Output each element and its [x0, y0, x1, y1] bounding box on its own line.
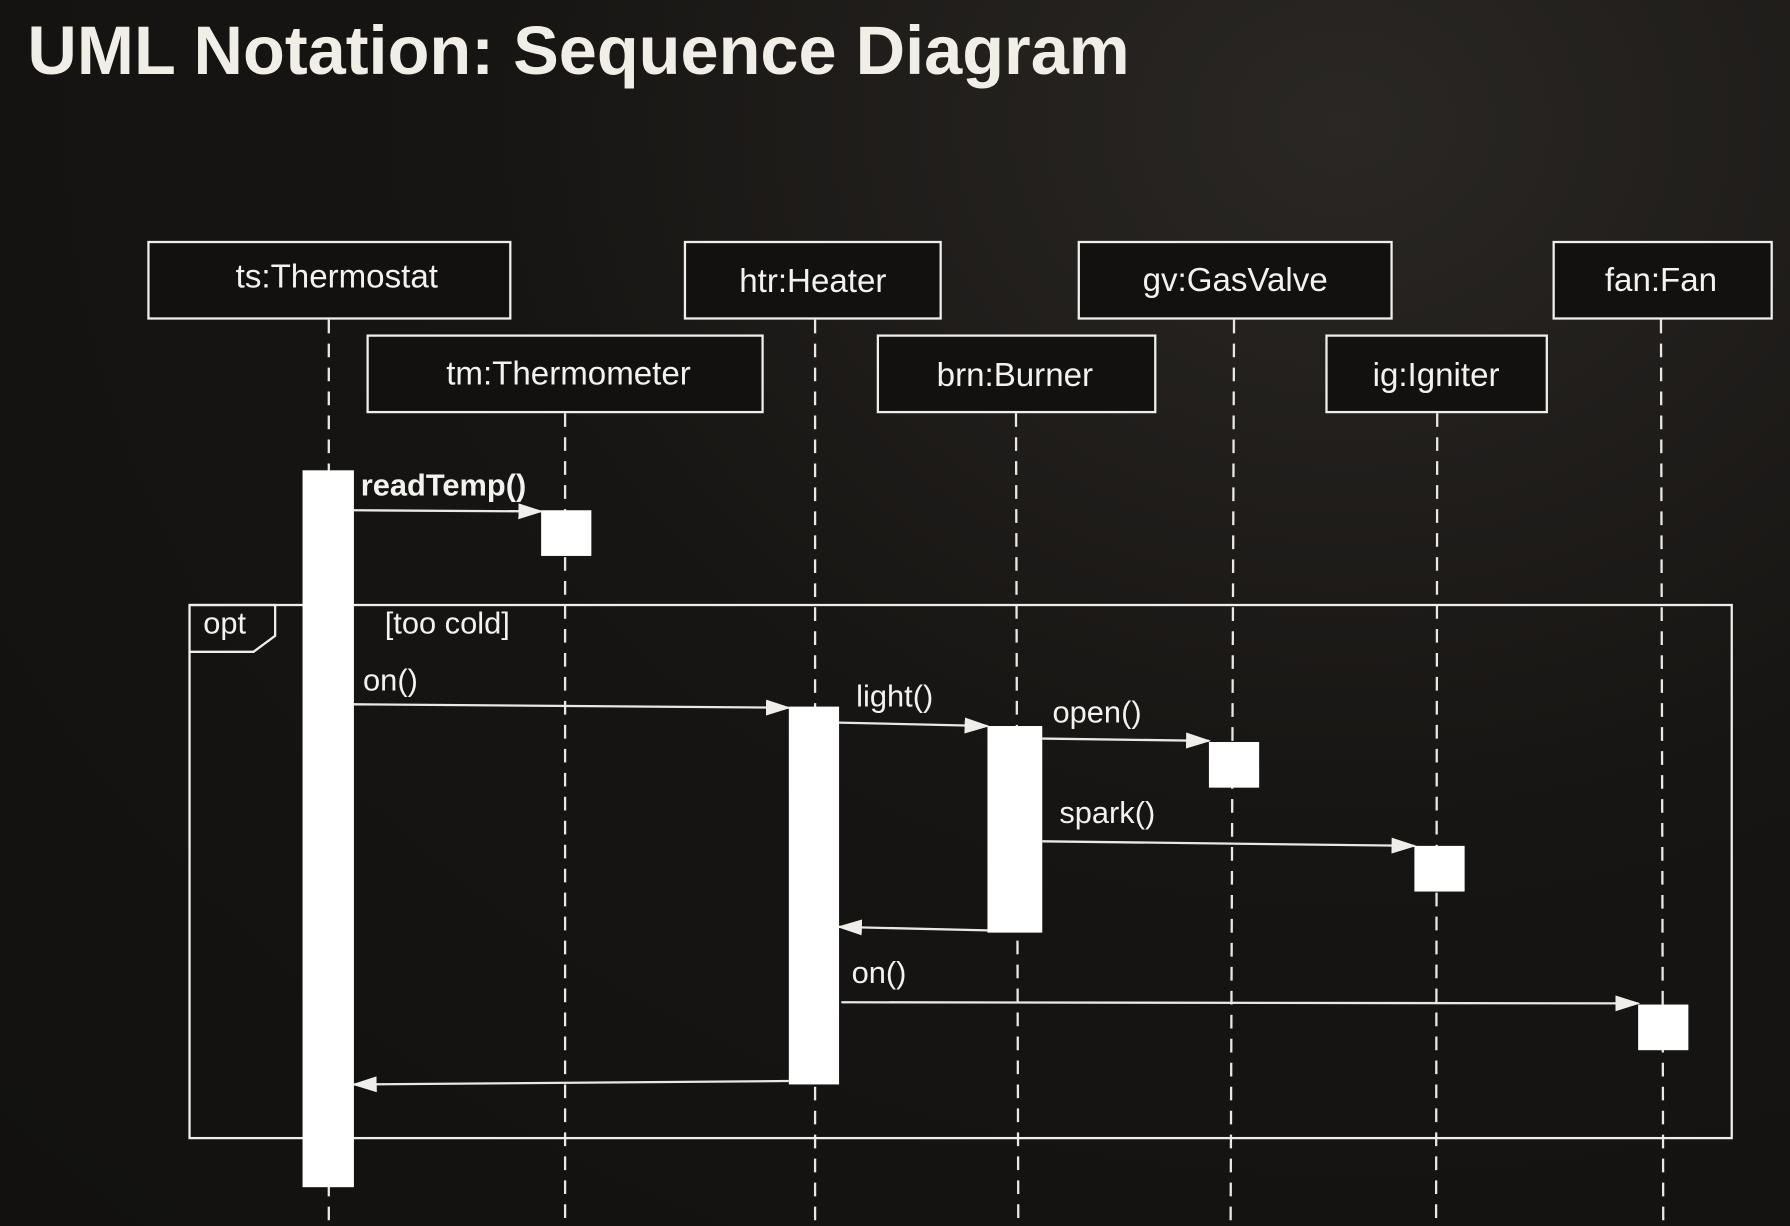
object-heater: htr:Heater — [683, 240, 942, 320]
object-fan: fan:Fan — [1552, 240, 1773, 320]
lifeline-gasvalve — [1229, 319, 1236, 1226]
message-label: spark() — [1059, 795, 1155, 830]
activation-gasvalve — [1208, 741, 1260, 788]
activation-igniter — [1414, 845, 1465, 892]
fragment-frame — [188, 603, 1733, 1140]
lifeline-burner — [1014, 413, 1020, 1226]
object-gasvalve: gv:GasValve — [1077, 240, 1393, 320]
activation-burner — [987, 726, 1043, 933]
message-label: open() — [1053, 695, 1142, 730]
activation-fan — [1638, 1004, 1689, 1051]
fragment-tab — [189, 603, 277, 653]
object-burner: brn:Burner — [876, 334, 1157, 414]
slide-title: UML Notation: Sequence Diagram — [27, 12, 1129, 89]
activation-heater — [788, 706, 840, 1085]
object-thermostat: ts:Thermostat — [147, 240, 512, 320]
lifeline-igniter — [1434, 413, 1439, 1226]
activation-thermostat — [302, 470, 354, 1188]
message-spark: spark() — [1042, 795, 1417, 854]
object-thermometer: tm:Thermometer — [366, 334, 764, 414]
activation-thermometer — [541, 510, 592, 556]
message-heater-on: on() — [353, 663, 792, 716]
return-message-burner — [836, 919, 988, 936]
object-label: brn:Burner — [937, 357, 1093, 394]
message-label: readTemp() — [361, 467, 526, 502]
object-label: tm:Thermometer — [446, 356, 691, 393]
message-fan-on: on() — [841, 955, 1641, 1012]
message-label: light() — [856, 679, 933, 714]
opt-fragment: opt [too cold] — [188, 603, 1733, 1140]
message-label: on() — [363, 663, 418, 698]
object-label: ts:Thermostat — [236, 259, 438, 296]
object-label: fan:Fan — [1605, 262, 1717, 299]
lifeline-fan — [1659, 319, 1665, 1226]
object-label: ig:Igniter — [1373, 357, 1500, 394]
message-readtemp: readTemp() — [353, 467, 544, 520]
fragment-operator: opt — [203, 606, 246, 641]
message-label: on() — [852, 955, 907, 990]
object-igniter: ig:Igniter — [1325, 334, 1548, 414]
fragment-guard: [too cold] — [385, 606, 510, 641]
object-label: gv:GasValve — [1143, 262, 1328, 299]
object-label: htr:Heater — [739, 263, 886, 300]
message-light: light() — [839, 679, 990, 734]
message-open: open() — [1042, 695, 1212, 749]
return-message-heater — [351, 1076, 789, 1093]
